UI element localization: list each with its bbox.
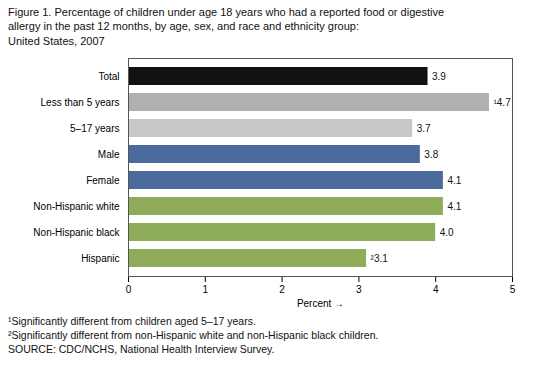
svg-text:3: 3 bbox=[356, 283, 362, 294]
svg-text:Female: Female bbox=[86, 175, 120, 186]
svg-text:2: 2 bbox=[279, 283, 285, 294]
svg-text:Percent →: Percent → bbox=[297, 297, 344, 308]
html-text:Figure 1. Percentage of childr: Figure 1. Percentage of children under a… bbox=[8, 6, 444, 47]
svg-text:Non-Hispanic white: Non-Hispanic white bbox=[33, 201, 120, 212]
svg-text:3.9: 3.9 bbox=[432, 71, 446, 82]
svg-text:4: 4 bbox=[433, 283, 439, 294]
svg-text:Hispanic: Hispanic bbox=[81, 253, 119, 264]
svg-text:Total: Total bbox=[98, 71, 119, 82]
svg-text:3.8: 3.8 bbox=[424, 149, 438, 160]
html-text:SOURCE: CDC/NCHS, National Hea: SOURCE: CDC/NCHS, National Health Interv… bbox=[8, 343, 275, 356]
html-text:¹Significantly different from: ¹Significantly different from children a… bbox=[8, 314, 256, 327]
svg-text:5–17 years: 5–17 years bbox=[70, 123, 119, 134]
svg-text:0: 0 bbox=[126, 283, 132, 294]
svg-text:3.7: 3.7 bbox=[417, 123, 431, 134]
svg-text:¹4.7: ¹4.7 bbox=[493, 97, 511, 108]
svg-text:4.1: 4.1 bbox=[447, 201, 461, 212]
svg-text:1: 1 bbox=[203, 283, 209, 294]
svg-text:Non-Hispanic black: Non-Hispanic black bbox=[33, 227, 120, 238]
svg-text:Male: Male bbox=[98, 149, 120, 160]
svg-text:4.1: 4.1 bbox=[447, 175, 461, 186]
html-text:²Significantly different from: ²Significantly different from non-Hispan… bbox=[8, 329, 379, 342]
svg-text:²3.1: ²3.1 bbox=[371, 253, 389, 264]
svg-text:5: 5 bbox=[510, 283, 516, 294]
svg-text:Less than 5 years: Less than 5 years bbox=[41, 97, 120, 108]
svg-text:4.0: 4.0 bbox=[440, 227, 454, 238]
